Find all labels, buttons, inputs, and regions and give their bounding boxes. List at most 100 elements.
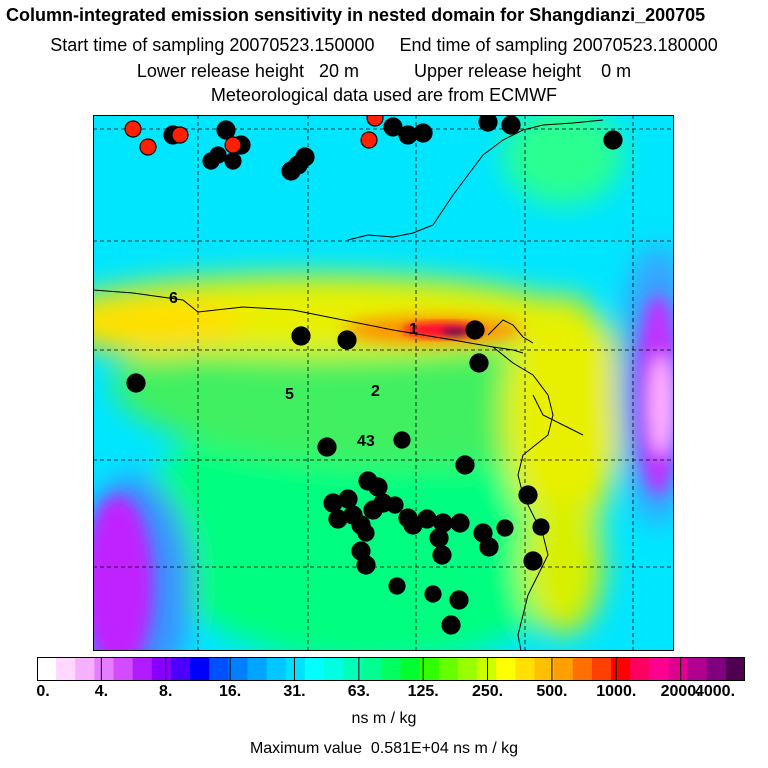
- colorbar-tick-label: 2000.: [660, 683, 701, 700]
- emission-sensitivity-map: 1 2 43 5 6: [93, 115, 674, 651]
- field-magenta-southwest: [93, 495, 153, 651]
- colorbar: [37, 657, 745, 681]
- fire-marker-black: [603, 130, 623, 150]
- maximum-value: Maximum value 0.581E+04 ns m / kg: [249, 740, 519, 757]
- fire-marker-black: [523, 551, 543, 571]
- colorbar-tick-label: 16.: [218, 683, 242, 700]
- colorbar-cell: [419, 657, 440, 681]
- fire-marker-black: [469, 353, 489, 373]
- rank-label: 5: [285, 386, 294, 403]
- fire-marker-black: [449, 590, 469, 610]
- fire-marker-black: [338, 489, 358, 509]
- colorbar-cell: [285, 657, 306, 681]
- lat-lon-grid: [93, 115, 674, 651]
- fire-markers: [124, 115, 623, 635]
- fire-marker-red: [171, 126, 189, 144]
- field-pink-east: [649, 355, 673, 455]
- colorbar-cell: [477, 657, 497, 681]
- colorbar-tick-label: 125.: [407, 683, 439, 700]
- fire-marker-black: [501, 115, 521, 135]
- colorbar-cell: [56, 657, 76, 681]
- fire-marker-black: [465, 320, 485, 340]
- colorbar-cell: [591, 657, 612, 681]
- colorbar-tick-label: 0.: [36, 683, 50, 700]
- fire-marker-black: [281, 161, 301, 181]
- fire-marker-black: [368, 477, 388, 497]
- colorbar-cell: [151, 657, 172, 681]
- fire-marker-black: [441, 615, 461, 635]
- colorbar-tick-label: 63.: [347, 683, 370, 700]
- rank-label: 6: [169, 290, 178, 307]
- chart-title: Column-integrated emission sensitivity i…: [6, 5, 706, 25]
- colorbar-cell: [649, 657, 669, 681]
- colorbar-cell: [457, 657, 478, 681]
- colorbar-cell: [725, 657, 745, 681]
- colorbar-tick-label: 4000.: [694, 683, 736, 700]
- met-data-source: Meteorological data used are from ECMWF: [210, 85, 558, 105]
- fire-marker-black: [386, 496, 404, 514]
- fire-marker-black: [224, 152, 242, 170]
- source-rank-labels: 1 2 43 5 6: [169, 290, 418, 450]
- colorbar-cell: [381, 657, 402, 681]
- fire-marker-black: [328, 509, 348, 529]
- colorbar-cell: [132, 657, 153, 681]
- colorbar-tick-label: 250.: [471, 683, 504, 700]
- fire-marker-black: [356, 555, 376, 575]
- fire-marker-black: [295, 147, 315, 167]
- colorbar-tick-label: 8.: [159, 683, 173, 700]
- fire-marker-red: [224, 136, 242, 154]
- fire-marker-black: [429, 528, 449, 548]
- fire-marker-black: [337, 330, 357, 350]
- colorbar-cell: [266, 657, 287, 681]
- colorbar-cell: [534, 657, 555, 681]
- colorbar-tick-label: 31.: [283, 683, 306, 700]
- field-yellow-east: [503, 295, 623, 535]
- colorbar-cell: [209, 657, 229, 681]
- colorbar-tick-label: 1000.: [596, 683, 637, 700]
- colorbar-cell: [113, 657, 134, 681]
- fire-marker-red: [139, 138, 157, 156]
- fire-marker-black: [455, 455, 475, 475]
- fire-marker-red: [124, 120, 142, 138]
- fire-marker-black: [291, 326, 311, 346]
- colorbar-cell: [572, 657, 593, 681]
- colorbar-cell: [170, 657, 191, 681]
- fire-marker-black: [424, 585, 442, 603]
- map-frame: [93, 115, 674, 651]
- fire-marker-black: [209, 146, 227, 164]
- fire-marker-black: [317, 437, 337, 457]
- colorbar-cell: [553, 657, 574, 681]
- fire-marker-black: [216, 120, 236, 140]
- colorbar-cell: [362, 657, 382, 681]
- fire-marker-black: [532, 518, 550, 536]
- colorbar-cell: [496, 657, 516, 681]
- colorbar-cell: [94, 657, 115, 681]
- fire-marker-black: [126, 373, 146, 393]
- colorbar-cell: [515, 657, 536, 681]
- colorbar-cell: [630, 657, 650, 681]
- colorbar-cell: [611, 657, 631, 681]
- colorbar-cell: [668, 657, 689, 681]
- colorbar-cell: [304, 657, 325, 681]
- fire-marker-black: [393, 431, 411, 449]
- fire-marker-black: [450, 513, 470, 533]
- release-heights: Lower release height 20 m Upper release …: [136, 61, 632, 81]
- fire-marker-black: [518, 485, 538, 505]
- fire-marker-black: [432, 545, 452, 565]
- fire-marker-black: [383, 117, 403, 137]
- colorbar-cell: [706, 657, 727, 681]
- colorbar-cell: [75, 657, 95, 681]
- colorbar-cell: [400, 657, 421, 681]
- colorbar-cell: [438, 657, 459, 681]
- fire-marker-black: [417, 509, 437, 529]
- field-yellow-west: [93, 295, 243, 355]
- colorbar-cell: [247, 657, 268, 681]
- colorbar-cell: [190, 657, 210, 681]
- rank-label: 2: [371, 383, 380, 400]
- colorbar-cell: [343, 657, 363, 681]
- colorbar-cell: [37, 657, 57, 681]
- fire-marker-black: [496, 519, 514, 537]
- rank-label: 1: [409, 321, 418, 338]
- colorbar-tick-label: 500.: [536, 683, 568, 700]
- colorbar-tick-label: 4.: [94, 683, 109, 700]
